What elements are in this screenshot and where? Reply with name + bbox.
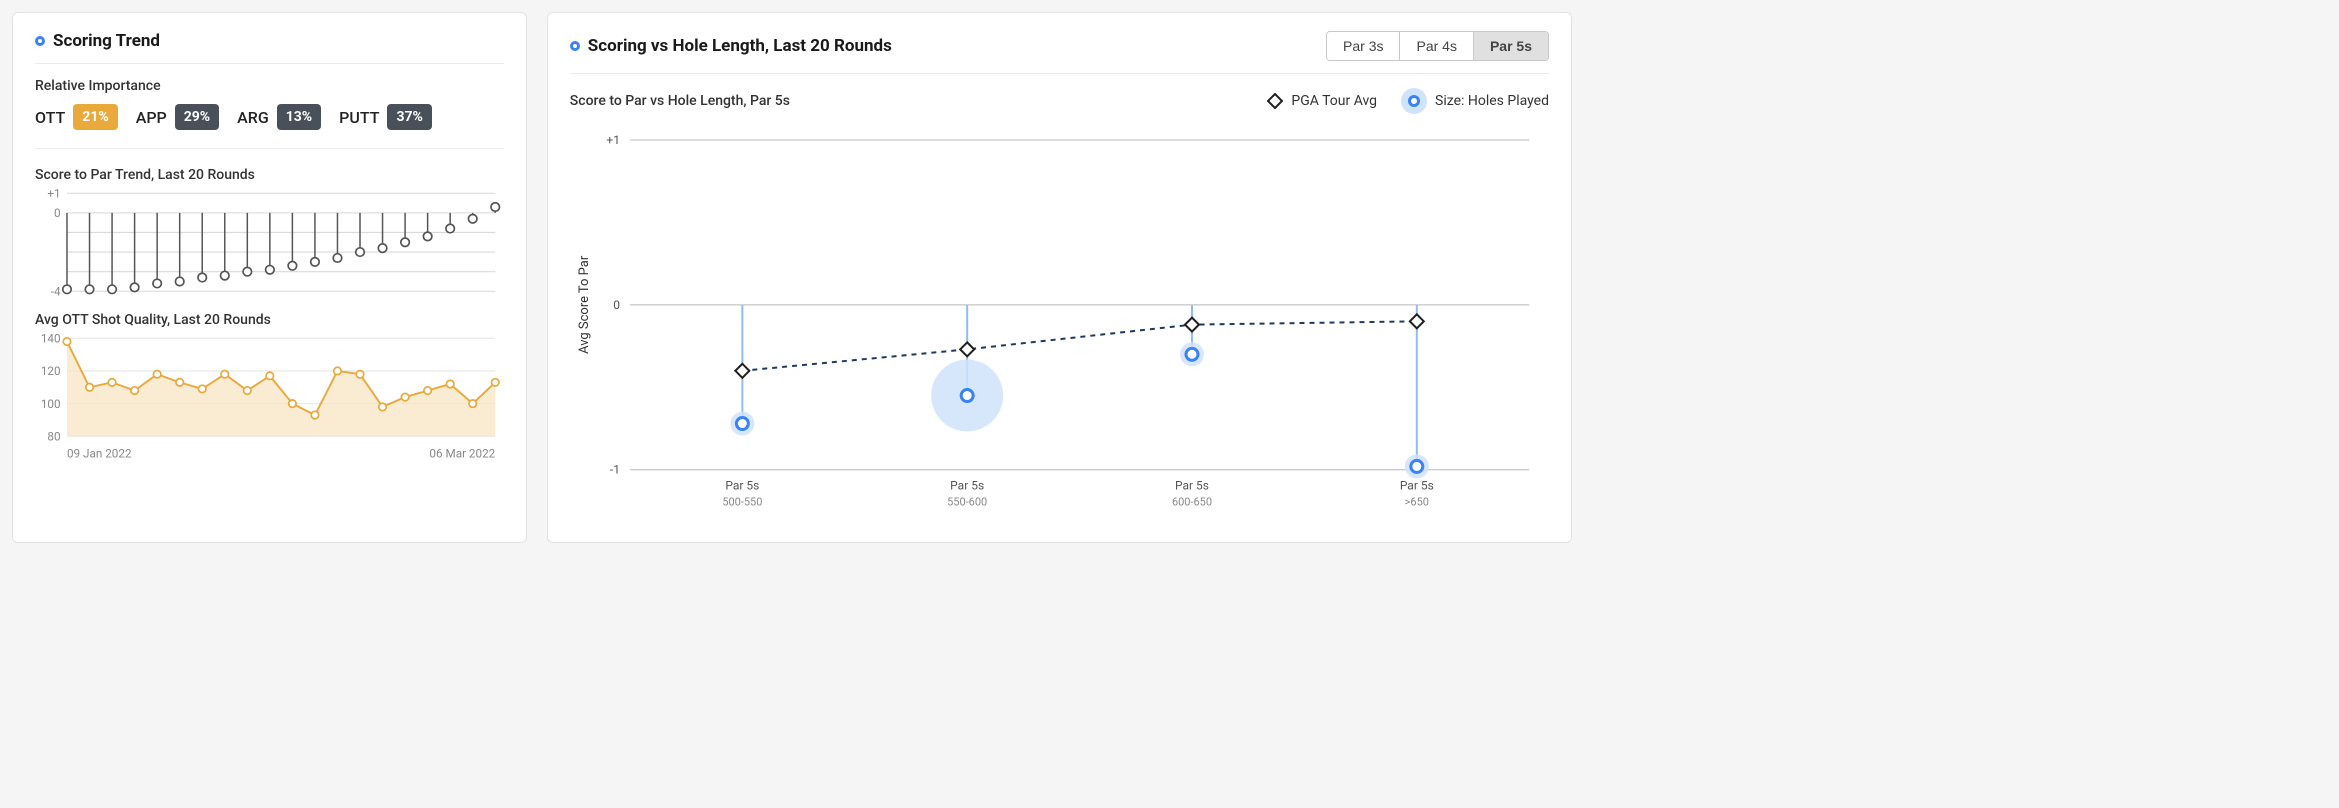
svg-text:0: 0 [54, 206, 61, 220]
subtitle: Score to Par vs Hole Length, Par 5s [570, 93, 790, 109]
svg-text:140: 140 [41, 334, 61, 346]
tab-par-4s[interactable]: Par 4s [1400, 32, 1473, 60]
ott-quality-svg: 140 120 100 80 09 Jan 2022 06 Mar 2022 [35, 334, 504, 462]
bullet-icon [570, 41, 580, 51]
svg-text:+1: +1 [606, 133, 620, 147]
card-header: Scoring Trend [35, 31, 504, 64]
svg-text:500-550: 500-550 [722, 496, 762, 509]
svg-text:-1: -1 [610, 463, 620, 477]
bullet-icon [35, 36, 45, 46]
svg-text:550-600: 550-600 [947, 496, 987, 509]
card-title: Scoring Trend [53, 31, 160, 51]
tab-par-3s[interactable]: Par 3s [1327, 32, 1400, 60]
tab-par-5s[interactable]: Par 5s [1474, 32, 1548, 60]
importance-label: OTT [35, 108, 65, 127]
importance-item: APP 29% [136, 104, 219, 130]
score-trend-title: Score to Par Trend, Last 20 Rounds [35, 167, 504, 183]
importance-badge: 29% [175, 104, 219, 130]
diamond-icon [1267, 93, 1283, 109]
importance-label: PUTT [339, 108, 379, 127]
svg-text:06 Mar 2022: 06 Mar 2022 [429, 446, 495, 460]
ott-quality-chart: Avg OTT Shot Quality, Last 20 Rounds 140… [35, 312, 504, 462]
importance-item: OTT 21% [35, 104, 118, 130]
card-title: Scoring vs Hole Length, Last 20 Rounds [588, 36, 892, 56]
svg-text:Avg Score To Par: Avg Score To Par [577, 255, 592, 354]
scoring-trend-card: Scoring Trend Relative Importance OTT 21%… [12, 12, 527, 543]
score-vs-length-svg: +1 0 -1 Avg Score To Par Par 5s 500-550 Par 5s… [570, 120, 1549, 520]
svg-text:Par 5s: Par 5s [725, 479, 759, 493]
svg-text:-4: -4 [51, 285, 61, 296]
svg-text:600-650: 600-650 [1172, 496, 1212, 509]
importance-badge: 37% [387, 104, 431, 130]
importance-label: ARG [237, 108, 269, 127]
svg-text:0: 0 [613, 298, 620, 312]
relative-importance-label: Relative Importance [35, 78, 504, 94]
legend-size-label: Size: Holes Played [1435, 93, 1549, 109]
scoring-vs-length-card: Scoring vs Hole Length, Last 20 Rounds P… [547, 12, 1572, 543]
score-trend-svg: +1 0 -4 [35, 189, 504, 296]
bubble-icon [1401, 88, 1427, 114]
legend-pga-label: PGA Tour Avg [1291, 93, 1377, 109]
par-tabs: Par 3sPar 4sPar 5s [1326, 31, 1549, 61]
importance-row: OTT 21% APP 29% ARG 13% PUTT 37% [35, 104, 504, 149]
ott-quality-title: Avg OTT Shot Quality, Last 20 Rounds [35, 312, 504, 328]
svg-text:120: 120 [41, 364, 61, 378]
svg-text:+1: +1 [47, 189, 60, 201]
score-to-par-trend-chart: Score to Par Trend, Last 20 Rounds +1 0 -4 [35, 167, 504, 296]
svg-text:Par 5s: Par 5s [1175, 479, 1209, 493]
legend-size: Size: Holes Played [1401, 88, 1549, 114]
svg-text:100: 100 [41, 396, 61, 410]
legend-row: PGA Tour Avg Size: Holes Played [1267, 88, 1549, 114]
importance-badge: 13% [277, 104, 321, 130]
right-subheader: Score to Par vs Hole Length, Par 5s PGA … [570, 88, 1549, 114]
svg-text:>650: >650 [1404, 496, 1428, 509]
legend-pga: PGA Tour Avg [1267, 93, 1377, 109]
importance-item: ARG 13% [237, 104, 321, 130]
svg-text:09 Jan 2022: 09 Jan 2022 [67, 446, 132, 460]
svg-text:80: 80 [47, 429, 60, 443]
importance-item: PUTT 37% [339, 104, 432, 130]
importance-label: APP [136, 108, 167, 127]
svg-text:Par 5s: Par 5s [950, 479, 984, 493]
card-header: Scoring vs Hole Length, Last 20 Rounds P… [570, 31, 1549, 74]
svg-text:Par 5s: Par 5s [1400, 479, 1434, 493]
importance-badge: 21% [73, 104, 117, 130]
